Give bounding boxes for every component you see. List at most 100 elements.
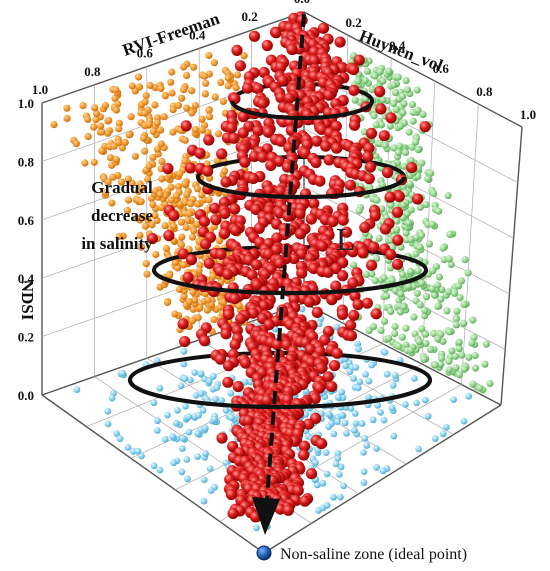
green-point	[407, 206, 415, 214]
blue-point	[194, 430, 202, 437]
green-point	[397, 290, 405, 298]
blue-point	[346, 368, 354, 376]
green-point	[468, 339, 476, 347]
blue-point	[218, 397, 226, 404]
box-edge	[303, 11, 523, 128]
green-point	[391, 323, 399, 331]
blue-point	[360, 449, 367, 456]
red-point	[298, 449, 310, 461]
orange-point	[175, 285, 183, 293]
spiral-front-arc	[195, 176, 407, 200]
green-point	[434, 302, 442, 310]
blue-point	[337, 493, 344, 501]
x-tick-label: 0.2	[241, 9, 257, 24]
orange-point	[172, 192, 180, 200]
green-point	[399, 92, 407, 100]
orange-point	[124, 175, 132, 183]
red-point	[304, 343, 316, 355]
red-point	[322, 325, 335, 337]
green-point	[387, 201, 395, 209]
green-point	[456, 294, 464, 302]
z-axis-title: NDSI	[18, 280, 37, 321]
green-point	[392, 106, 400, 114]
red-point	[382, 166, 394, 179]
red-point	[379, 223, 392, 235]
red-point	[203, 134, 215, 146]
green-point	[451, 352, 459, 360]
blue-point	[413, 399, 420, 407]
y-tick-label: 0.6	[433, 61, 450, 76]
red-point	[331, 142, 343, 154]
orange-point	[201, 72, 209, 80]
red-point	[146, 233, 158, 245]
green-point	[361, 76, 369, 84]
blue-point	[334, 450, 342, 457]
blue-point	[187, 376, 194, 384]
blue-point	[465, 392, 473, 400]
orange-point	[145, 120, 153, 129]
orange-point	[90, 158, 98, 166]
orange-point	[128, 82, 136, 90]
green-point	[390, 99, 398, 107]
red-point	[310, 156, 322, 169]
green-point	[445, 357, 453, 365]
green-point	[481, 360, 489, 368]
y-tick-label: 0.4	[389, 38, 406, 53]
blue-point	[323, 470, 331, 478]
orange-point	[205, 196, 213, 204]
orange-point	[135, 83, 144, 91]
green-point	[458, 351, 466, 359]
green-point	[417, 231, 426, 239]
orange-point	[140, 134, 148, 142]
green-point	[444, 192, 452, 200]
green-point	[455, 371, 463, 379]
red-point	[182, 271, 194, 283]
blue-point	[194, 453, 202, 460]
orange-point	[146, 81, 154, 89]
green-point	[428, 220, 436, 228]
green-point	[430, 329, 438, 337]
green-point	[379, 96, 387, 104]
green-point	[399, 201, 407, 209]
orange-point	[198, 191, 206, 199]
blue-point	[369, 416, 377, 424]
trend-text-line-3: in salinity	[81, 234, 153, 253]
orange-point	[205, 51, 213, 60]
orange-point	[98, 147, 106, 155]
blue-point	[389, 382, 397, 389]
green-point	[368, 85, 376, 93]
green-point	[424, 175, 432, 183]
red-point	[311, 135, 323, 147]
red-point	[226, 122, 238, 134]
red-point	[364, 161, 377, 173]
red-point	[237, 111, 249, 123]
orange-point	[152, 251, 160, 259]
red-point	[319, 334, 331, 346]
red-point	[366, 259, 378, 271]
red-point	[282, 504, 294, 516]
blue-point	[222, 407, 230, 414]
green-point	[414, 146, 422, 154]
orange-point	[235, 302, 243, 310]
red-point	[222, 309, 234, 321]
red-point	[228, 132, 240, 144]
blue-point	[391, 372, 399, 379]
red-point	[323, 89, 335, 101]
orange-point	[180, 261, 188, 269]
green-point	[486, 379, 494, 388]
green-point	[379, 77, 387, 85]
orange-point	[141, 222, 150, 230]
blue-point	[104, 407, 112, 415]
blue-point	[330, 430, 338, 438]
green-point	[469, 316, 477, 324]
green-point	[406, 180, 414, 188]
blue-point	[379, 467, 387, 475]
red-point	[275, 61, 287, 73]
ideal-point-marker	[256, 545, 272, 561]
orange-point	[72, 140, 80, 148]
orange-point	[198, 126, 206, 134]
orange-point	[144, 175, 152, 183]
orange-point	[217, 78, 225, 86]
ideal-point-label: Non-saline zone (ideal point)	[280, 546, 467, 563]
blue-point	[253, 524, 260, 532]
